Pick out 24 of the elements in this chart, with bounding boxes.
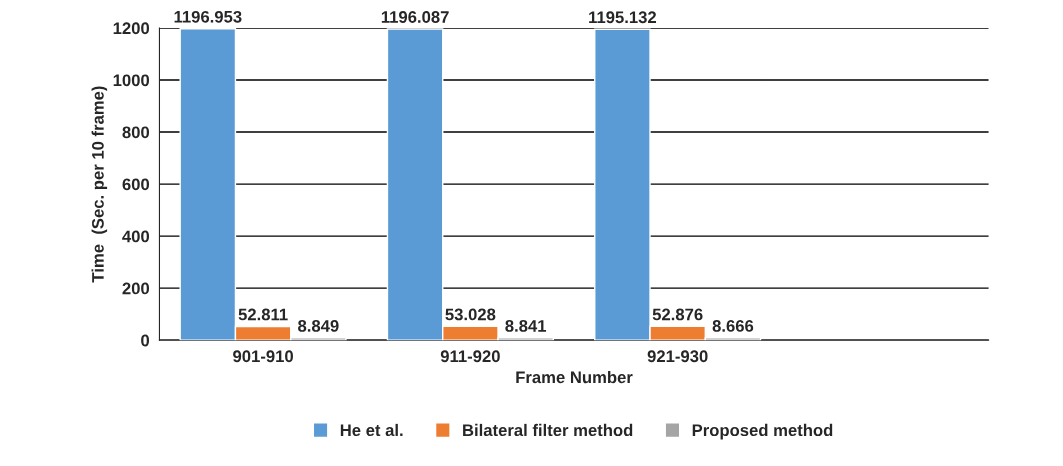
legend-label: Bilateral filter method [463, 423, 633, 437]
y-tick-label: 200 [122, 282, 150, 295]
y-tick-label: 600 [122, 178, 150, 191]
data-label: 52.811 [238, 308, 288, 321]
data-label: 1195.132 [589, 11, 657, 24]
x-axis-title: Frame Number [516, 370, 633, 384]
data-label: 8.666 [712, 320, 754, 332]
y-tick-label: 800 [122, 126, 150, 139]
y-tick-label: 1200 [113, 22, 150, 35]
y-axis-title: Time (Sec. per 10 frame) [91, 86, 108, 283]
y-tick-label: 400 [122, 230, 150, 243]
data-label: 53.028 [445, 308, 496, 321]
data-label: 8.849 [298, 320, 339, 332]
data-label: 52.876 [652, 308, 703, 321]
x-tick-label: 911-920 [440, 350, 500, 363]
x-tick-label: 921-930 [647, 350, 708, 363]
y-tick-label: 1000 [113, 74, 150, 87]
data-label: 1196.953 [174, 10, 242, 23]
x-tick-label: 901-910 [233, 350, 293, 363]
legend-label: Proposed method [692, 423, 833, 440]
legend-label: He et al. [340, 423, 403, 437]
data-label: 1196.087 [381, 11, 449, 23]
data-label: 8.841 [505, 320, 547, 332]
y-tick-label: 0 [141, 334, 150, 347]
